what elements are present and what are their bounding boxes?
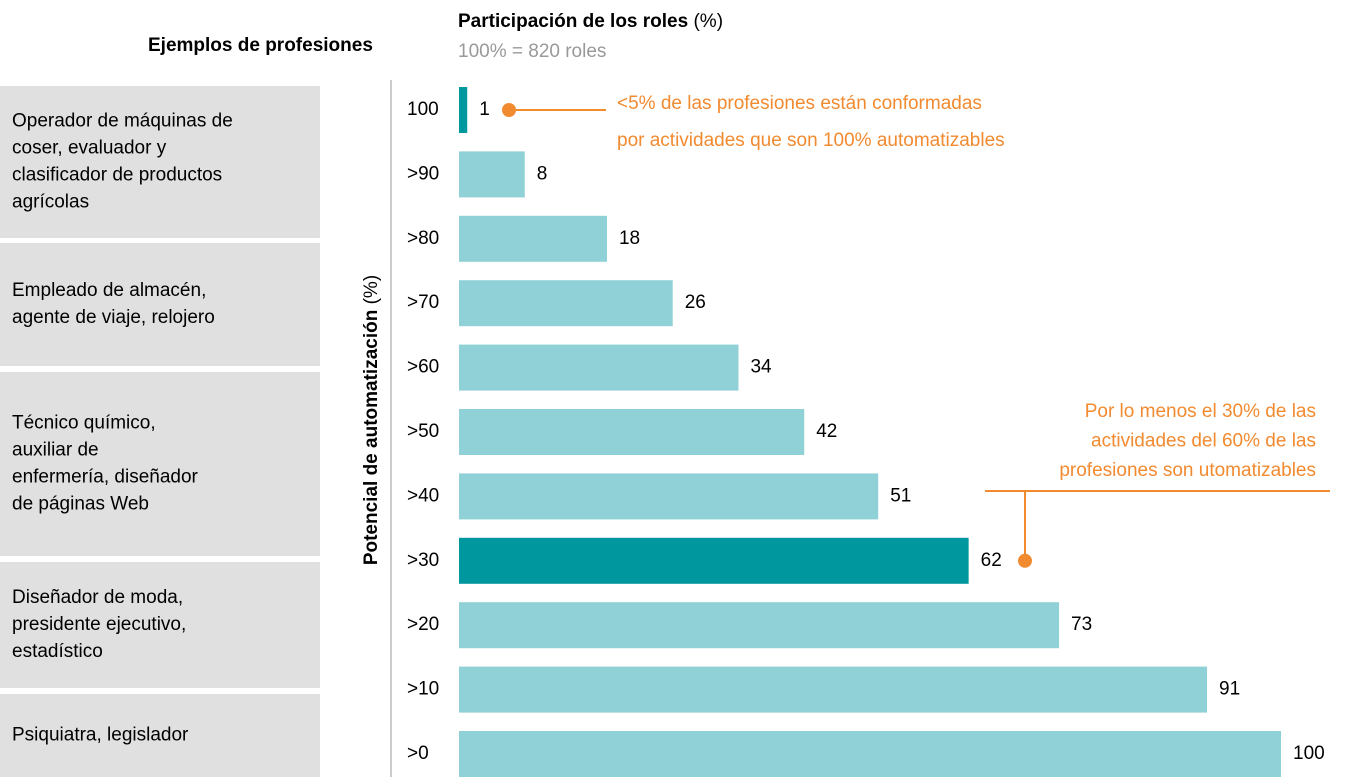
example-box <box>0 372 320 556</box>
value-label: 100 <box>1293 743 1325 764</box>
bar <box>459 215 607 262</box>
annotation-text: <5% de las profesiones están conformadas <box>617 93 982 114</box>
example-text: agente de viaje, relojero <box>12 307 215 328</box>
bar <box>459 87 468 133</box>
value-label: 1 <box>479 99 490 120</box>
example-text: Diseñador de moda, <box>12 587 183 608</box>
annotation-dot <box>1018 553 1032 568</box>
bar <box>459 666 1208 713</box>
y-tick-label: >70 <box>407 292 439 313</box>
bar <box>459 344 739 391</box>
y-tick-label: >90 <box>407 163 439 184</box>
annotation-text: Por lo menos el 30% de las <box>1085 401 1316 422</box>
value-label: 62 <box>981 550 1002 571</box>
y-tick-label: >20 <box>407 614 439 635</box>
y-tick-label: >80 <box>407 228 439 249</box>
chart-title: Participación de los roles (%) <box>458 11 723 32</box>
example-box <box>0 86 320 238</box>
example-text: coser, evaluador y <box>12 138 167 159</box>
example-text: de páginas Web <box>12 494 149 515</box>
example-text: clasificador de productos <box>12 165 222 186</box>
value-label: 42 <box>816 421 837 442</box>
annotation-text: actividades del 60% de las <box>1091 431 1316 452</box>
value-label: 91 <box>1219 679 1240 700</box>
bar <box>459 280 673 327</box>
y-tick-label: >10 <box>407 679 439 700</box>
y-axis-label: Potencial de automatización (%) <box>361 275 382 565</box>
example-text: Operador de máquinas de <box>12 111 233 132</box>
bar <box>459 602 1060 649</box>
y-tick-label: 100 <box>407 99 439 120</box>
y-label: Potencial de automatización <box>361 310 382 566</box>
example-text: estadístico <box>12 641 103 662</box>
bar <box>459 731 1281 777</box>
y-tick-label: >30 <box>407 550 439 571</box>
example-text: Técnico químico, <box>12 413 156 434</box>
example-text: Empleado de almacén, <box>12 280 206 301</box>
value-label: 18 <box>619 228 640 249</box>
example-text: presidente ejecutivo, <box>12 614 186 635</box>
y-tick-label: >50 <box>407 421 439 442</box>
bar <box>459 409 805 455</box>
value-label: 51 <box>890 485 911 506</box>
bar <box>459 473 879 520</box>
y-label-unit: (%) <box>361 275 382 305</box>
value-label: 8 <box>537 163 548 184</box>
panel-title: Ejemplos de profesiones <box>148 35 373 56</box>
y-tick-label: >0 <box>407 743 429 764</box>
example-box <box>0 243 320 366</box>
annotation-text: por actividades que son 100% automatizab… <box>617 130 1005 151</box>
example-text: Psiquiatra, legislador <box>12 725 189 746</box>
title: Participación de los roles <box>458 11 688 32</box>
value-label: 73 <box>1071 614 1092 635</box>
value-label: 26 <box>685 292 706 313</box>
example-text: auxiliar de <box>12 440 99 461</box>
example-box <box>0 694 320 777</box>
subtitle: 100% = 820 roles <box>458 41 606 62</box>
example-text: enfermería, diseñador <box>12 467 199 488</box>
example-text: agrícolas <box>12 192 89 213</box>
annotation-text: profesiones son utomatizables <box>1059 460 1316 481</box>
bar <box>459 151 525 198</box>
value-label: 34 <box>750 357 772 378</box>
annotation-dot <box>502 103 516 117</box>
y-tick-label: >40 <box>407 485 439 506</box>
title-unit: (%) <box>693 11 723 32</box>
y-tick-label: >60 <box>407 357 439 378</box>
example-box <box>0 562 320 688</box>
bar <box>459 537 969 584</box>
